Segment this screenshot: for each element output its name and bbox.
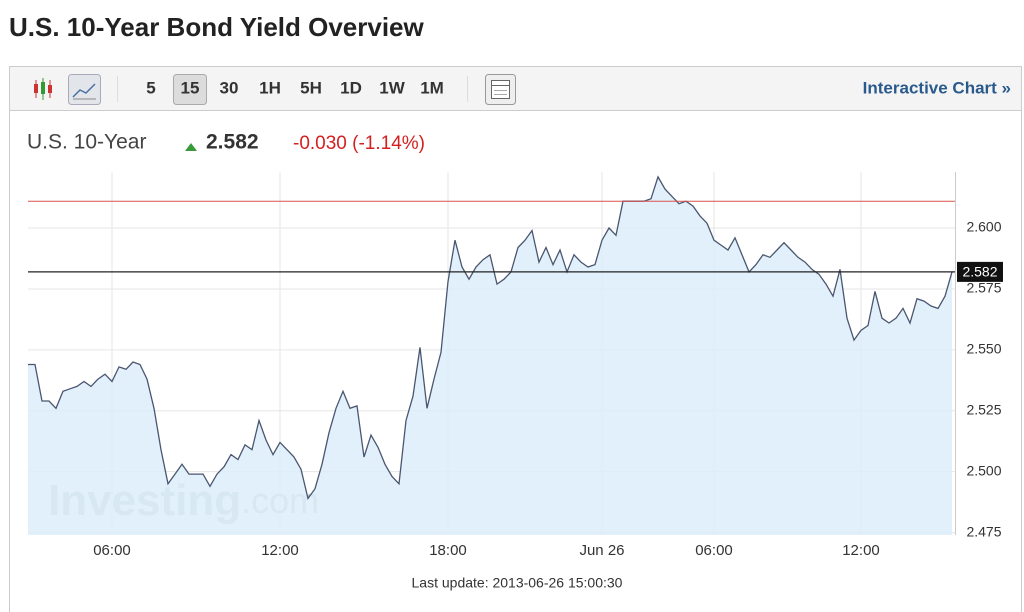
- interval-button[interactable]: 30: [220, 78, 239, 97]
- y-tick-label: 2.550: [966, 341, 1001, 357]
- interval-button[interactable]: 1D: [340, 78, 362, 97]
- line: [28, 175, 953, 501]
- interval-button[interactable]: 1W: [379, 78, 405, 97]
- x-tick-label: Jun 26: [579, 542, 624, 559]
- up-arrow: [185, 143, 197, 151]
- interval-button[interactable]: 1M: [420, 78, 444, 97]
- interval-button[interactable]: 5H: [300, 78, 322, 97]
- y-tick-label: 2.600: [966, 219, 1001, 235]
- quote-name: U.S. 10-Year: [27, 131, 146, 154]
- selected-interval-bg: [173, 74, 207, 105]
- current-label: 2.582: [962, 264, 997, 280]
- x-tick-label: 06:00: [695, 542, 733, 559]
- y-tick-label: 2.475: [966, 523, 1001, 539]
- quote-last: 2.582: [206, 131, 259, 154]
- x-tick-label: 18:00: [429, 542, 467, 559]
- x-tick-label: 12:00: [261, 542, 299, 559]
- x-tick-label: 12:00: [842, 542, 880, 559]
- quote-change: -0.030 (-1.14%): [293, 133, 425, 154]
- area-fill: [28, 176, 952, 535]
- y-tick-label: 2.575: [966, 280, 1001, 296]
- interval-button[interactable]: 5: [146, 78, 155, 97]
- line-icon[interactable]: [68, 74, 101, 105]
- table-icon[interactable]: [485, 74, 516, 105]
- chart: Investing.com2.4752.5002.5252.5502.5752.…: [28, 172, 1003, 591]
- interactive-chart-link[interactable]: Interactive Chart »: [863, 78, 1011, 97]
- current-label-bg: [957, 261, 1003, 282]
- interval-group: 5 15 30 1H 5H 1D 1W 1M: [146, 74, 444, 105]
- y-tick-label: 2.525: [966, 401, 1001, 417]
- y-tick-label: 2.500: [966, 462, 1001, 478]
- interval-button[interactable]: 1H: [259, 78, 281, 97]
- x-tick-label: 06:00: [93, 542, 131, 559]
- candle-icon[interactable]: [34, 78, 52, 100]
- interval-button[interactable]: 15: [181, 78, 200, 97]
- page-title: U.S. 10-Year Bond Yield Overview: [9, 12, 425, 42]
- last-update: Last update: 2013-06-26 15:00:30: [412, 575, 623, 591]
